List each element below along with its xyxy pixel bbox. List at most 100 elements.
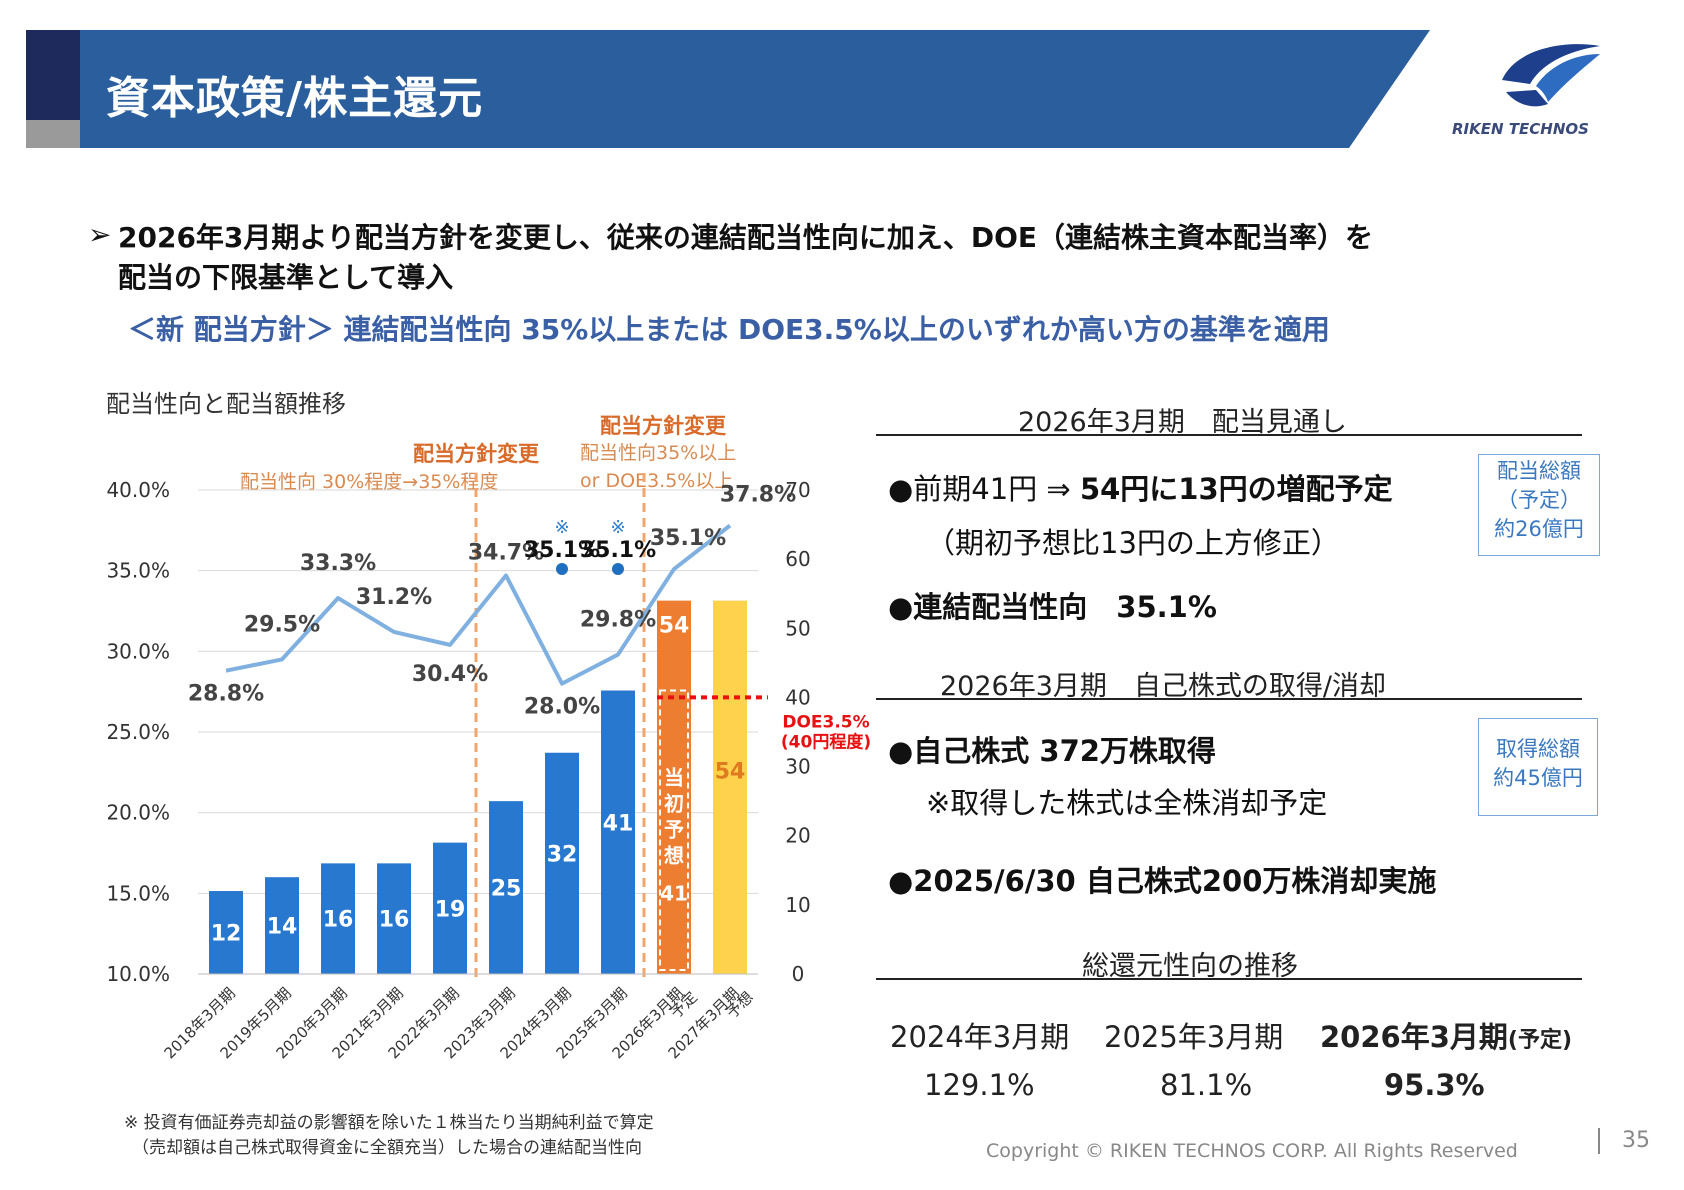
new-dividend-policy: ＜新 配当方針＞ 連結配当性向 35%以上または DOE3.5%以上のいずれか高… (128, 313, 1330, 346)
y-left-tick: 40.0% (106, 478, 170, 502)
y-left-tick: 20.0% (106, 801, 170, 825)
policy-change-2-detail-1: 配当性向35%以上 (580, 442, 737, 464)
doe-label-2: (40円程度) (781, 731, 871, 752)
bar (377, 863, 411, 974)
y-right-tick: 40 (785, 685, 810, 709)
page-separator (1598, 1128, 1600, 1154)
policy-change-1-detail: 配当性向 30%程度→35%程度 (240, 471, 499, 493)
payout-ratio-label: 37.8% (720, 482, 796, 507)
chart-title: 配当性向と配当額推移 (106, 390, 346, 418)
bullet-dividend-revision: （期初予想比13円の上方修正） (926, 526, 1340, 560)
section-total-return-title: 総還元性向の推移 (1082, 951, 1298, 982)
bar (265, 877, 299, 974)
buyback-total-box-line1: 取得総額 (1496, 737, 1580, 761)
y-right-tick: 60 (785, 547, 810, 571)
payout-ratio-label: 29.5% (244, 612, 320, 637)
adjusted-payout-point (556, 563, 568, 576)
bullet-share-buyback: ●自己株式 372万株取得 (888, 734, 1216, 768)
bar-value-label: 16 (379, 908, 410, 933)
adjusted-payout-label: 35.1% (524, 538, 600, 563)
y-right-tick: 50 (785, 616, 810, 640)
section-rule-2 (876, 698, 1582, 700)
copyright: Copyright © RIKEN TECHNOS CORP. All Righ… (986, 1140, 1518, 1162)
dividend-total-box-line1: 配当総額 (1497, 459, 1581, 483)
bullet-dividend-increase-bold: 54円に13円の増配予定 (1079, 472, 1393, 506)
y-right-tick: 10 (785, 893, 810, 917)
note-mark: ※ (610, 517, 625, 538)
dividend-chart: 40.0% 35.0% 30.0% 25.0% 20.0% 15.0% 10.0% 70 60 5… (106, 470, 871, 1062)
bar-value-label: 54 (715, 760, 746, 785)
chart-footnote-2: （売却額は自己株式取得資金に全額充当）した場合の連結配当性向 (132, 1138, 642, 1158)
initial-forecast-char: 当 (664, 766, 684, 790)
bar (713, 600, 747, 974)
payout-ratio-label: 31.2% (356, 585, 432, 610)
section-buyback-title: 2026年3月期 自己株式の取得/消却 (940, 671, 1386, 702)
logo-text: RIKEN TECHNOS (1452, 120, 1589, 138)
dividend-total-box-line2: （予定） (1497, 488, 1581, 512)
y-right-tick: 30 (785, 755, 810, 779)
payout-ratio-label: 35.1% (650, 526, 726, 551)
page-number: 35 (1622, 1128, 1650, 1153)
bar-value-label: 54 (659, 614, 690, 639)
payout-ratio-label: 34.7% (468, 541, 544, 566)
bar (209, 891, 243, 974)
total-return-2026: 95.3% (1384, 1068, 1485, 1102)
year-2026-suffix: (予定) (1507, 1028, 1573, 1053)
header-band (80, 30, 1430, 148)
section-rule-1 (876, 434, 1582, 436)
total-return-2025: 81.1% (1160, 1068, 1253, 1102)
y-left-tick: 10.0% (106, 962, 170, 986)
bar-value-label: 32 (547, 842, 578, 867)
y-left-tick: 25.0% (106, 720, 170, 744)
payout-ratio-line (225, 523, 732, 686)
bullet-dividend-increase-prefix: ●前期41円 ⇒ (888, 472, 1080, 506)
note-mark: ※ (554, 517, 569, 538)
bar-value-label: 16 (323, 908, 354, 933)
y-left-tick: 30.0% (106, 639, 170, 663)
payout-ratio-label: 33.3% (300, 551, 376, 576)
bar-value-label: 14 (267, 915, 298, 940)
bullet-share-cancellation: ●2025/6/30 自己株式200万株消却実施 (888, 864, 1437, 898)
bar (321, 863, 355, 974)
section-dividend-outlook-title: 2026年3月期 配当見通し (1018, 407, 1347, 438)
year-2026-label: 2026年3月期 (1320, 1020, 1508, 1054)
bar (545, 752, 579, 974)
policy-change-1-heading: 配当方針変更 (413, 442, 539, 466)
payout-ratio-label: 28.8% (188, 682, 264, 707)
bullet-dividend-increase: ●前期41円 ⇒ 54円に13円の増配予定 (888, 466, 1393, 508)
y-right-tick: 20 (785, 824, 810, 848)
total-return-2024: 129.1% (924, 1068, 1035, 1102)
policy-change-2-detail-2: or DOE3.5%以上 (580, 470, 734, 492)
headline-line1: 2026年3月期より配当方針を変更し、従来の連結配当性向に加え、DOE（連結株主… (118, 221, 1374, 254)
bar-value-label: 25 (491, 877, 522, 902)
headline-line2: 配当の下限基準として導入 (118, 261, 454, 294)
y-right-tick: 0 (792, 962, 805, 986)
year-2024: 2024年3月期 (890, 1020, 1070, 1054)
policy-change-2-heading: 配当方針変更 (600, 414, 726, 438)
headline-arrow: ➢ (88, 218, 112, 251)
payout-ratio-label: 28.0% (524, 695, 600, 720)
initial-forecast-char: 初 (664, 792, 684, 816)
year-2025: 2025年3月期 (1104, 1020, 1284, 1054)
header-accent-gray (26, 120, 80, 148)
adjusted-payout-label: 35.1% (580, 538, 656, 563)
bullet-share-buyback-note: ※取得した株式は全株消却予定 (926, 786, 1328, 820)
doe-label-1: DOE3.5% (782, 712, 869, 732)
dividend-total-box-line3: 約26億円 (1494, 517, 1584, 541)
bar (433, 842, 467, 974)
initial-forecast-value: 41 (660, 882, 688, 906)
bar-value-label: 12 (211, 922, 242, 947)
chart-footnote-1: ※ 投資有価証券売却益の影響額を除いた１株当たり当期純利益で算定 (124, 1113, 654, 1133)
payout-ratio-label: 29.8% (580, 608, 656, 633)
section-rule-3 (876, 978, 1582, 980)
header-accent-navy (26, 30, 80, 120)
y-left-tick: 15.0% (106, 881, 170, 905)
bar (601, 690, 635, 974)
page-title: 資本政策/株主還元 (106, 73, 484, 124)
year-2026: 2026年3月期(予定) (1320, 1014, 1572, 1056)
bar-value-label: 19 (435, 897, 466, 922)
riken-logo-mark-icon (1502, 44, 1600, 107)
y-right-tick: 70 (785, 478, 810, 502)
payout-ratio-label: 30.4% (412, 662, 488, 687)
bar-value-label: 41 (603, 811, 634, 836)
